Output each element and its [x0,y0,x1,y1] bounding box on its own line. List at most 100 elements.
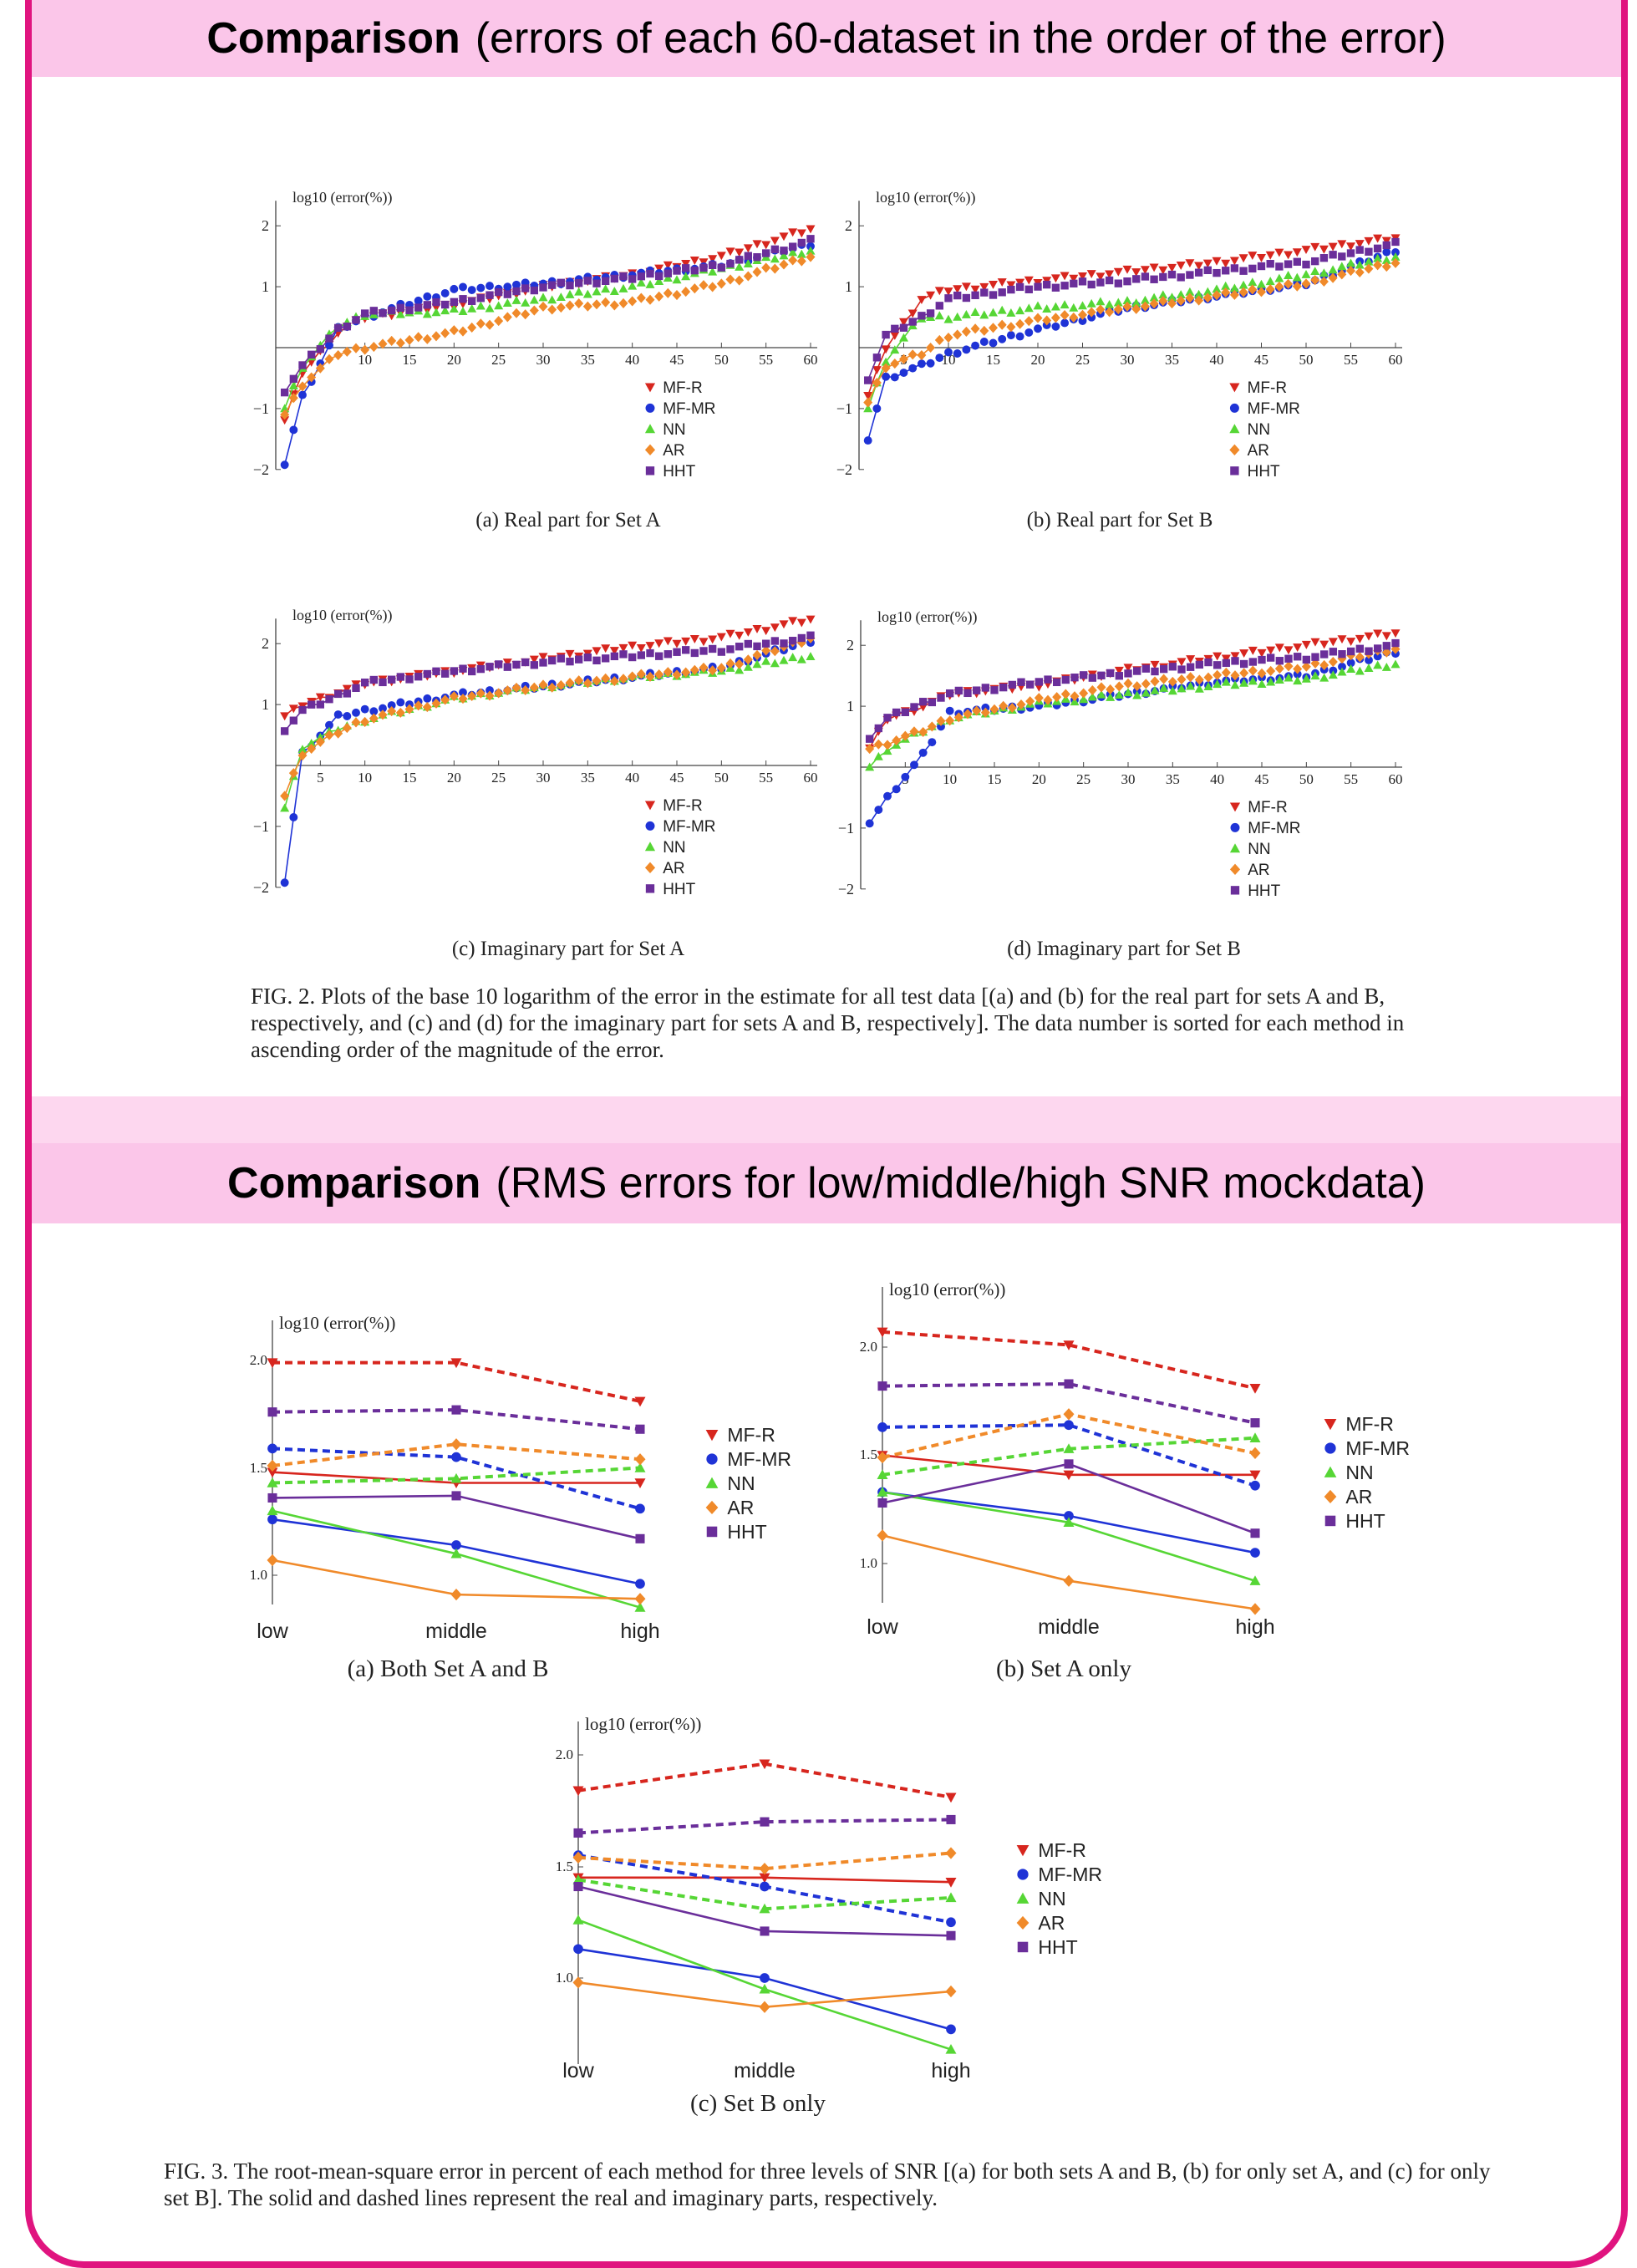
marker-circle [935,353,944,363]
marker-circle [267,1443,277,1454]
marker-square [459,295,467,303]
marker-square [891,324,899,333]
marker-triangle-up [1274,273,1284,282]
marker-square [307,350,316,359]
marker-triangle-up [788,247,798,257]
series-ar-imaginary [572,1847,957,1875]
marker-square [267,1493,277,1503]
x-tick-label: 10 [358,770,372,786]
marker-diamond [681,667,691,678]
marker-circle [1346,659,1355,668]
marker-triangle-down [1060,272,1070,281]
marker-square [972,686,981,694]
series-mf-mr-imaginary [267,1443,645,1514]
marker-triangle-down [1328,242,1338,252]
marker-triangle-down [725,629,735,638]
marker-triangle-down [1229,383,1240,393]
series-ar-real [267,1554,646,1605]
marker-diamond [395,707,405,718]
marker-triangle-up [1078,301,1087,310]
marker-triangle-up [1274,675,1284,684]
marker-circle [635,1579,645,1589]
marker-circle [892,785,901,794]
marker-square [1266,653,1275,662]
marker-diamond [1043,694,1053,705]
chart-fig3-b: 1.0 1.5 2.0 log10 (error(%)) low middle high MF… [860,1279,1410,1682]
marker-circle [1324,1442,1336,1454]
marker-square [1329,251,1337,259]
marker-diamond [1239,668,1249,679]
x-tick-label: 35 [1166,771,1180,787]
marker-square [1132,275,1141,283]
marker-circle [806,242,815,251]
marker-triangle-down [1274,248,1284,257]
marker-diamond [1123,678,1133,689]
marker-circle [352,708,360,717]
marker-diamond [1238,287,1248,297]
marker-triangle-up [1390,252,1401,261]
marker-triangle-up [873,751,883,760]
x-tick-label: 20 [1032,771,1046,787]
marker-triangle-down [945,1793,957,1803]
x-tick-label: 25 [491,352,506,368]
marker-circle [396,698,405,707]
marker-square [681,264,690,272]
marker-triangle-up [1355,260,1365,269]
panel-caption: (b) Set A only [996,1655,1131,1682]
marker-square [780,639,788,648]
marker-diamond [1016,699,1026,710]
marker-diamond [307,372,317,383]
marker-triangle-down [634,1478,646,1488]
marker-diamond [360,344,370,355]
marker-triangle-down [502,659,512,668]
marker-triangle-up [1050,302,1060,311]
marker-square [1212,268,1221,277]
marker-diamond [918,726,928,738]
marker-square [673,648,681,656]
marker-triangle-down [1150,660,1160,669]
marker-diamond [1229,863,1241,876]
marker-diamond [1373,260,1383,271]
marker-triangle-up [1159,684,1169,692]
series-mf-r-imaginary [267,1358,646,1407]
marker-square [635,1533,645,1543]
marker-triangle-up [863,404,873,413]
x-tick-label: 50 [714,352,729,368]
x-tick-label: 50 [1299,771,1314,787]
marker-square [414,673,423,681]
marker-circle [1087,313,1096,322]
marker-circle [945,706,954,715]
marker-square [735,643,744,651]
marker-diamond [529,305,539,316]
marker-diamond [716,278,726,289]
marker-square [788,637,797,645]
marker-diamond [926,342,936,353]
marker-circle [971,341,980,350]
marker-square [307,700,316,709]
marker-triangle-up [1221,281,1231,290]
x-category-label: high [931,2059,970,2082]
marker-triangle-down [1063,1340,1075,1350]
marker-square [450,667,459,675]
marker-triangle-down [926,291,936,300]
marker-square [405,675,414,684]
marker-diamond [663,667,673,678]
marker-circle [760,1881,770,1892]
legend-entry-ar: AR [1345,1486,1372,1508]
marker-square [547,656,557,665]
y-tick-label: −2 [253,461,269,478]
marker-diamond [1079,688,1089,699]
marker-square [387,306,396,315]
marker-square [566,281,574,290]
legend-entry-hht: HHT [1248,882,1280,900]
marker-triangle-up [1105,300,1115,308]
marker-diamond [280,409,290,420]
marker-circle [910,760,918,770]
marker-circle [1293,669,1302,679]
marker-square [1106,669,1115,678]
marker-circle [877,1421,887,1432]
marker-triangle-down [779,232,789,242]
marker-triangle-up [705,1477,719,1488]
x-tick-label: 20 [447,770,461,786]
